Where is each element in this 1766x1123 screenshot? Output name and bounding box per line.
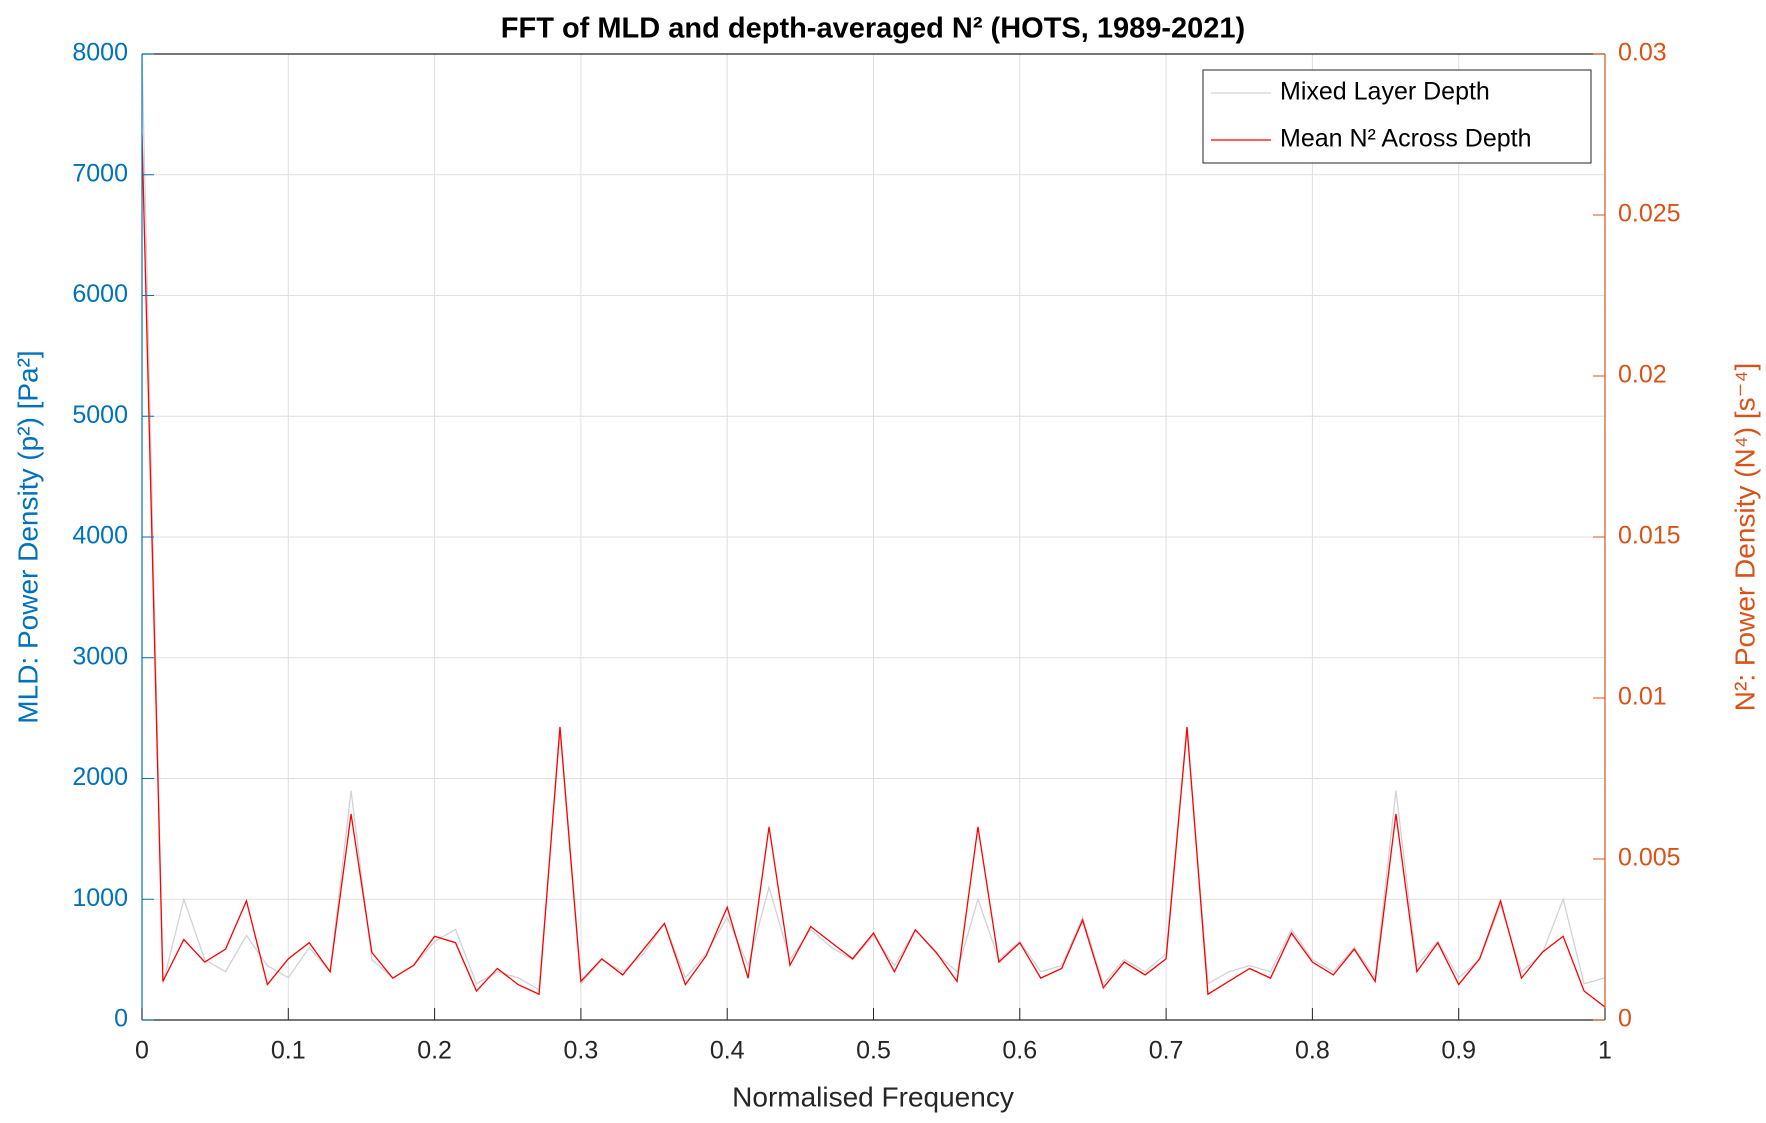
- x-tick-label: 0.6: [1002, 1037, 1037, 1065]
- y2-tick-label: 0.015: [1618, 522, 1681, 550]
- y-tick-label: 6000: [72, 280, 128, 308]
- chart-title: FFT of MLD and depth-averaged N² (HOTS, …: [501, 13, 1245, 45]
- x-tick-label: 0.7: [1149, 1037, 1184, 1065]
- y-tick-label: 1000: [72, 884, 128, 912]
- y2-tick-label: 0: [1618, 1005, 1632, 1033]
- series-line: [142, 134, 1605, 1008]
- y2-tick-label: 0.005: [1618, 844, 1681, 872]
- series-line: [142, 53, 1605, 991]
- x-tick-label: 1: [1598, 1037, 1612, 1065]
- x-tick-label: 0.9: [1441, 1037, 1476, 1065]
- y-tick-label: 4000: [72, 522, 128, 550]
- x-tick-label: 0.1: [271, 1037, 306, 1065]
- y-tick-label: 8000: [72, 39, 128, 67]
- x-tick-label: 0.4: [710, 1037, 745, 1065]
- legend-box: [1202, 69, 1592, 164]
- legend-label: Mixed Layer Depth: [1280, 78, 1490, 106]
- y2-tick-label: 0.02: [1618, 361, 1667, 389]
- legend-label: Mean N² Across Depth: [1280, 125, 1532, 153]
- x-tick-label: 0.8: [1295, 1037, 1330, 1065]
- y2-axis-title: N²: Power Density (N⁴) [s⁻⁴]: [1729, 363, 1760, 711]
- y-tick-label: 2000: [72, 763, 128, 791]
- y2-tick-label: 0.03: [1618, 39, 1667, 67]
- y-tick-label: 5000: [72, 401, 128, 429]
- y-axis-title: MLD: Power Density (p²) [Pa²]: [12, 350, 43, 723]
- x-tick-label: 0.5: [856, 1037, 891, 1065]
- x-tick-label: 0: [135, 1037, 149, 1065]
- x-tick-label: 0.2: [417, 1037, 452, 1065]
- y2-tick-label: 0.01: [1618, 683, 1667, 711]
- y2-tick-label: 0.025: [1618, 200, 1681, 228]
- y-tick-label: 7000: [72, 159, 128, 187]
- x-axis-title: Normalised Frequency: [732, 1081, 1014, 1112]
- x-tick-label: 0.3: [564, 1037, 599, 1065]
- y-tick-label: 0: [114, 1005, 128, 1033]
- y-tick-label: 3000: [72, 642, 128, 670]
